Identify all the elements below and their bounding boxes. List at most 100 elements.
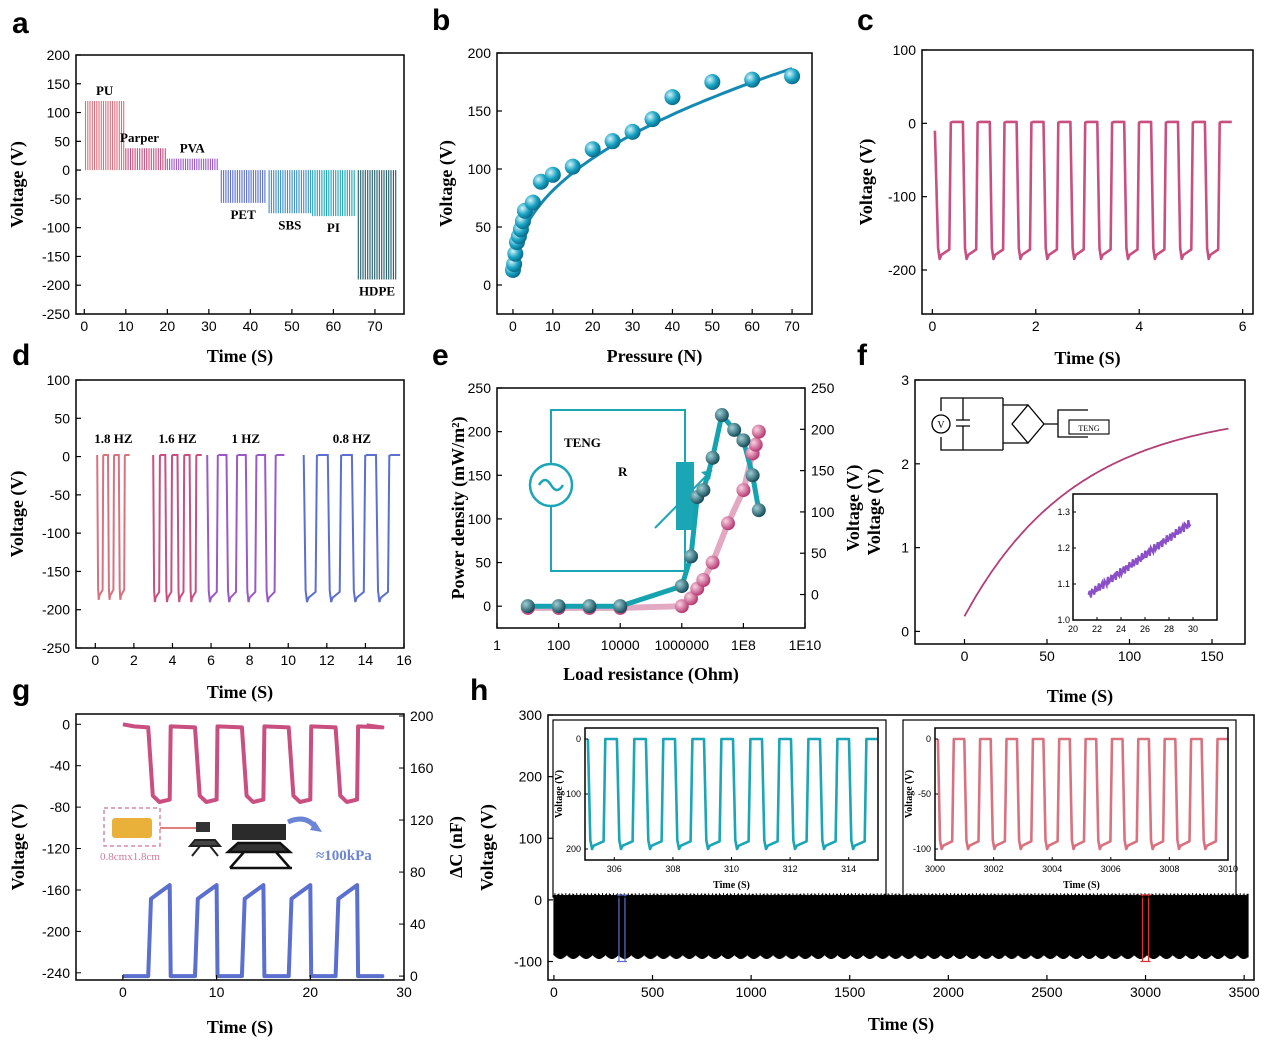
inset-x-tick-label: 314: [841, 864, 856, 874]
y-axis-title: Voltage (V): [7, 471, 28, 558]
panel-label: e: [432, 339, 449, 372]
inset-line: [936, 737, 1228, 851]
y-tick-label: -240: [42, 965, 70, 981]
inset-line: [586, 737, 878, 851]
series-parper: [125, 148, 166, 171]
power-point: [714, 408, 729, 423]
x-axis-title: Time (S): [868, 1014, 934, 1035]
series-label: PI: [327, 220, 340, 235]
y-tick-label: -200: [888, 262, 916, 278]
x-tick-label: 40: [243, 318, 259, 334]
power-point: [696, 483, 711, 498]
inset-y-tick-label: 0: [576, 734, 581, 744]
x-tick-label: 1E10: [789, 637, 822, 653]
x-axis-title: Pressure (N): [607, 346, 703, 367]
inset-x-axis-title: Time (S): [1063, 880, 1100, 891]
x-tick-label: 500: [641, 984, 665, 1000]
y-tick-label: 100: [47, 372, 71, 388]
inset-x-tick-label: 30: [1188, 624, 1198, 634]
data-point: [524, 194, 541, 211]
power-point: [727, 422, 742, 437]
x-tick-label: 1000: [736, 984, 767, 1000]
y-tick-label: 100: [468, 511, 492, 527]
capacitance-line: [122, 883, 385, 979]
data-point: [532, 173, 549, 190]
y-tick-label: -250: [42, 306, 70, 322]
voltage-point: [721, 516, 735, 531]
capacitor-icon: [956, 398, 970, 450]
series-label: PVA: [180, 141, 206, 156]
x-axis-title: Time (S): [207, 1017, 273, 1038]
power-point: [745, 468, 760, 483]
panel-label: b: [432, 4, 450, 37]
charging-line: [963, 427, 1229, 617]
y-tick-label: 150: [468, 467, 492, 483]
voltage-line: [122, 722, 385, 804]
x-tick-label: 1500: [834, 984, 865, 1000]
y-axis-title: Voltage (V): [554, 770, 565, 818]
data-point: [584, 141, 601, 158]
zoom-marker: [616, 894, 627, 963]
panel-e: e TENG R 1 100 10000 1000000 1E8 1E10 0 50 100 150 20…: [432, 339, 864, 685]
axes-frame: [921, 49, 1254, 315]
axes-frame: [75, 713, 405, 981]
frequency-label: 1.8 HZ: [94, 431, 133, 446]
panel-f: f V TENG 20 22 24 26 28 30 1.0 1.1 1.2 1.3 0 50 100 150 0…: [857, 339, 1246, 707]
frequency-label: 0.8 HZ: [333, 431, 372, 446]
press-stand: [187, 839, 223, 857]
frequency-label: 1 HZ: [232, 431, 261, 446]
voltage-point: [674, 599, 689, 614]
y-tick-label: 250: [468, 380, 492, 396]
x-tick-label: 10000: [601, 637, 640, 653]
series-hdpe: [357, 170, 397, 280]
power-point: [613, 599, 628, 614]
x-tick-label: 1000000: [655, 637, 710, 653]
y-tick-label: 0: [62, 162, 70, 178]
y2-tick-label: 200: [410, 708, 434, 724]
y-tick-label: 50: [475, 219, 491, 235]
y-tick-label: 0: [483, 277, 491, 293]
panel-b: b 0 10 20 30 40 50 60 70 0 50 100 150 200 Pressure (N)…: [432, 4, 813, 367]
sensor-photo: [112, 818, 152, 838]
rectifier-icon: [1011, 403, 1045, 445]
x-tick-label: 16: [396, 652, 412, 668]
voltmeter-label: V: [937, 420, 945, 431]
x-tick-label: 1E8: [731, 637, 756, 653]
x-tick-label: 20: [585, 318, 601, 334]
signal-trace: [553, 893, 1249, 959]
inset-line: [1087, 519, 1192, 598]
x-tick-label: 60: [326, 318, 342, 334]
x-tick-label: 10: [545, 318, 561, 334]
x-tick-label: 8: [246, 652, 254, 668]
x-tick-label: 0: [91, 652, 99, 668]
sensor-size-label: 0.8cmx1.8cm: [100, 851, 160, 863]
panel-d: d 1.8 HZ 1.6 HZ 1 HZ 0.8 HZ 0 2 4 6 8 10 12 14 16 -250…: [7, 339, 412, 703]
y-tick-label: -160: [42, 882, 70, 898]
x-tick-label: 2: [130, 652, 138, 668]
series-pi: [312, 170, 355, 217]
x-tick-label: 20: [160, 318, 176, 334]
teng-label: TENG: [564, 435, 601, 450]
zoom-marker: [1140, 894, 1151, 963]
voltage-point: [705, 555, 720, 570]
inset-y-tick-label: 1.2: [1057, 543, 1070, 553]
x-tick-label: 3500: [1229, 984, 1260, 1000]
panel-label: f: [857, 339, 868, 372]
series-label: Parper: [120, 130, 159, 145]
power-point: [684, 549, 699, 564]
inset-y-tick-label: 200: [566, 844, 581, 854]
y-axis-title: ΔC (nF): [446, 816, 467, 878]
inset-y-tick-label: -100: [913, 844, 931, 854]
power-point: [551, 599, 566, 614]
y2-tick-label: 80: [410, 864, 426, 880]
inset-x-tick-label: 312: [783, 864, 798, 874]
series-label: SBS: [278, 217, 301, 232]
y-tick-label: -50: [50, 191, 70, 207]
inset-x-tick-label: 310: [724, 864, 739, 874]
series-line: [152, 454, 202, 603]
x-tick-label: 14: [358, 652, 374, 668]
panel-label: d: [12, 339, 30, 372]
x-tick-label: 4: [169, 652, 177, 668]
x-tick-label: 3000: [1130, 984, 1161, 1000]
